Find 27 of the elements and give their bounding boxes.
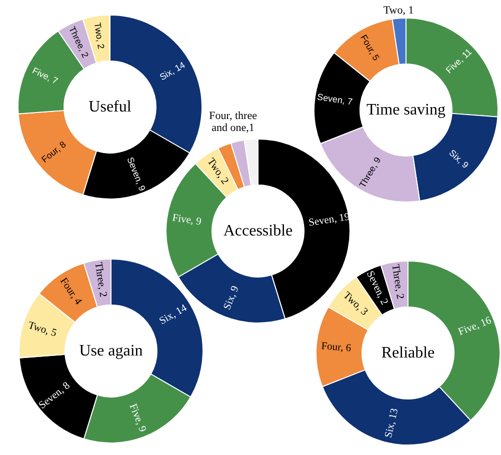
data-label: Five, 11 — [444, 46, 474, 76]
data-label: Four, 6 — [320, 341, 352, 354]
text: Reliable — [381, 344, 435, 362]
text: Useful — [88, 98, 132, 116]
data-label: Six, 9 — [447, 148, 470, 170]
text: Four, three and one,1 — [208, 110, 258, 134]
text: Time saving — [366, 102, 446, 118]
data-label: Six, 13 — [383, 407, 401, 439]
data-label: Two, 5 — [26, 320, 58, 340]
data-label: Six, 9 — [222, 284, 242, 312]
data-label: Seven, 7 — [316, 92, 354, 107]
data-label: Two, 1 — [383, 4, 414, 16]
data-label: Five, 9 — [126, 402, 148, 434]
data-label: Three, 2 — [66, 24, 91, 60]
text: Use again — [79, 342, 143, 360]
data-label: Six, 14 — [158, 60, 187, 82]
data-label: Five, 16 — [457, 315, 494, 338]
data-label: Three, 2 — [389, 264, 406, 300]
data-label: Six, 14 — [158, 302, 190, 328]
data-label: Five, 7 — [30, 65, 60, 86]
data-label: Seven, 2 — [364, 269, 390, 307]
text: Accessible — [223, 222, 293, 240]
data-label: Four, 8 — [40, 139, 68, 165]
data-label: Three, 2 — [92, 262, 108, 298]
data-label: Seven, 9 — [125, 156, 148, 192]
data-label: Five, 9 — [172, 212, 202, 228]
data-label: Two, 2 — [92, 22, 106, 50]
